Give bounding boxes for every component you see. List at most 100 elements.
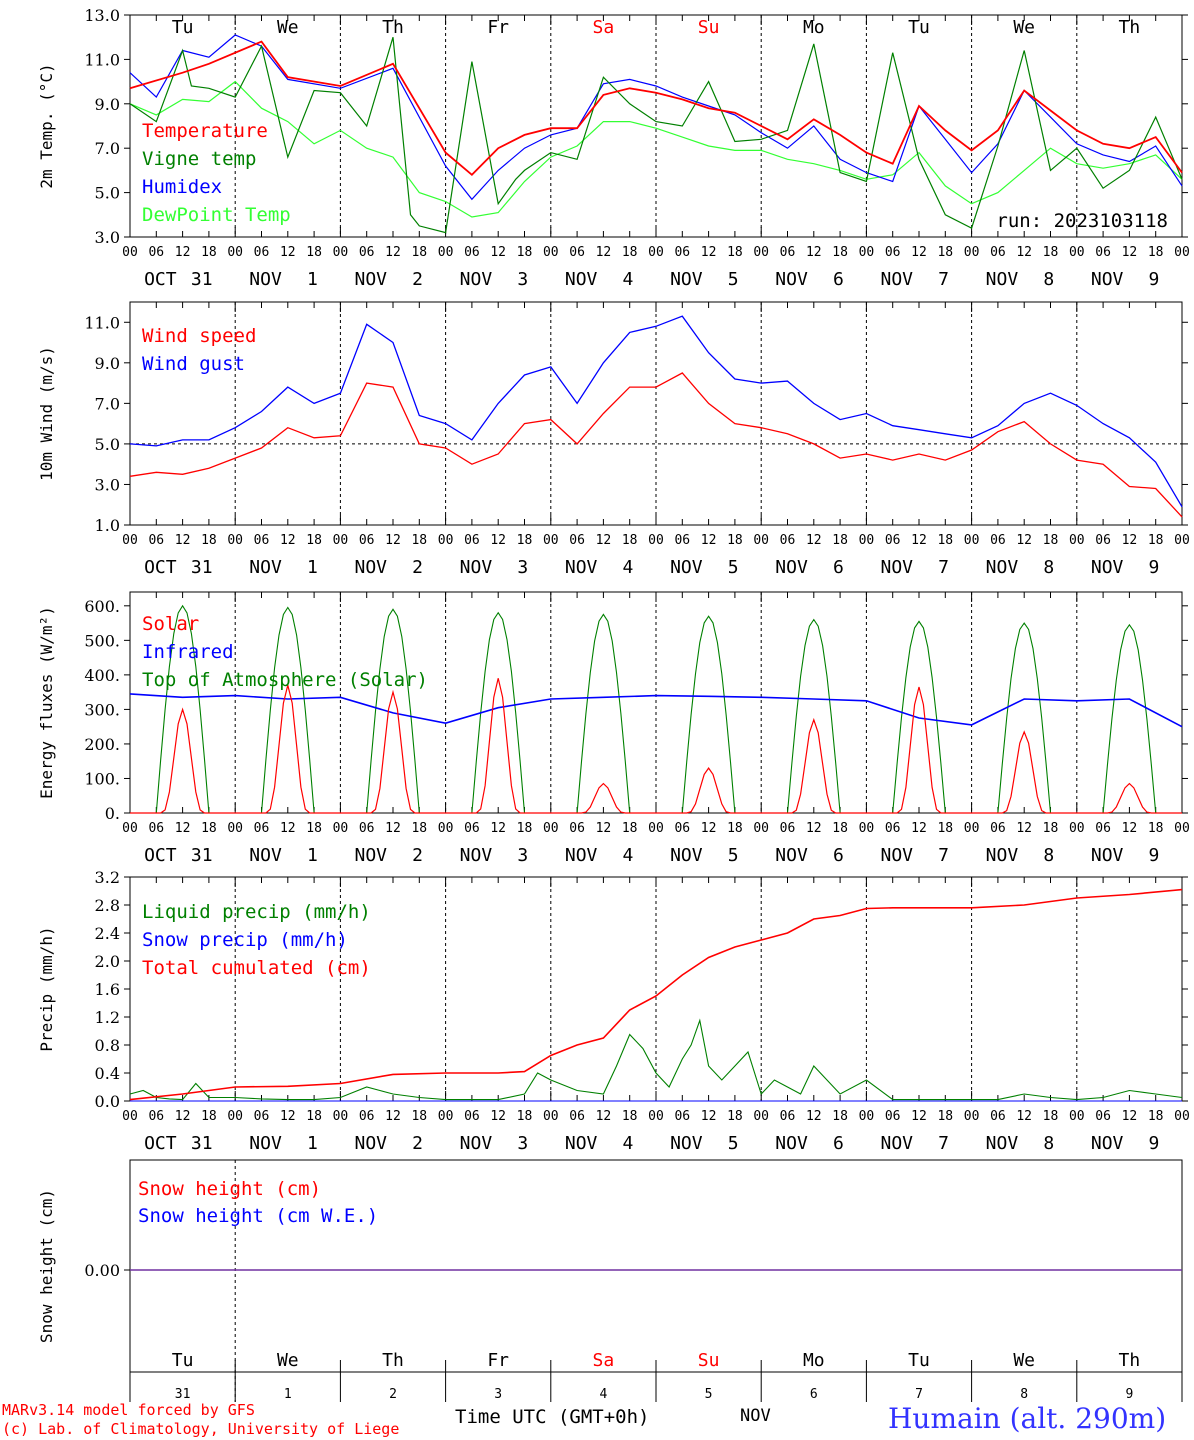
panel-2-hour-label: 18 bbox=[517, 533, 533, 548]
panel-1-date-day: 3 bbox=[517, 269, 528, 290]
precip-series-line bbox=[129, 1018, 1183, 1101]
snow-panel-day-number: 2 bbox=[389, 1387, 397, 1402]
panel-1-date-day: 8 bbox=[1043, 269, 1054, 290]
panel-2-date-month: NOV bbox=[565, 557, 598, 578]
snow-panel-day-number: 31 bbox=[175, 1387, 191, 1402]
panel-2-date-day: 2 bbox=[412, 557, 423, 578]
panel-2-hour-label: 18 bbox=[1043, 533, 1059, 548]
panel-3-date-month: NOV bbox=[1091, 845, 1124, 866]
panel-3-hour-label: 00 bbox=[122, 821, 138, 836]
panel-4-ytick-label: 0.0 bbox=[95, 1092, 120, 1111]
panel-1-hour-label: 06 bbox=[464, 245, 480, 260]
wind-series-line bbox=[129, 372, 1183, 518]
panel-3-hour-label: 18 bbox=[832, 821, 848, 836]
panel-4-hour-label: 00 bbox=[648, 1109, 664, 1124]
panel-2-date-month: NOV bbox=[775, 557, 808, 578]
panel-3-ytick-label: 600. bbox=[84, 597, 120, 616]
panel-2-date-month: OCT bbox=[144, 557, 177, 578]
panel-3-hour-label: 18 bbox=[1148, 821, 1164, 836]
panel-4-ytick-label: 3.2 bbox=[95, 868, 120, 887]
panel-2-date-month: NOV bbox=[880, 557, 913, 578]
panel-3-date-day: 6 bbox=[833, 845, 844, 866]
panel-3-hour-label: 06 bbox=[990, 821, 1006, 836]
panel-1-hour-label: 06 bbox=[885, 245, 901, 260]
panel-1-hour-label: 06 bbox=[780, 245, 796, 260]
panel-3-date-day: 5 bbox=[728, 845, 739, 866]
panel-2-hour-label: 18 bbox=[937, 533, 953, 548]
panel-3-date-month: NOV bbox=[565, 845, 598, 866]
wind-series-line bbox=[129, 315, 1183, 508]
panel-4-hour-label: 06 bbox=[990, 1109, 1006, 1124]
panel-3-hour-label: 12 bbox=[701, 821, 717, 836]
panel-2-hour-label: 18 bbox=[411, 533, 427, 548]
panel-1-hour-label: 00 bbox=[1174, 245, 1190, 260]
temp-panel-day-name: We bbox=[277, 17, 299, 38]
footer-credit: (c) Lab. of Climatology, University of L… bbox=[2, 1420, 400, 1438]
panel-1-ytick-label: 3.0 bbox=[95, 228, 120, 247]
panel-1-ytick-label: 13.0 bbox=[84, 6, 120, 25]
panel-3-ytick-label: 200. bbox=[84, 735, 120, 754]
panel-3-hour-label: 06 bbox=[674, 821, 690, 836]
panel-1-hour-label: 12 bbox=[1016, 245, 1032, 260]
temp-series-line bbox=[129, 40, 1183, 177]
panel-3-hour-label: 06 bbox=[148, 821, 164, 836]
panel-2-hour-label: 06 bbox=[148, 533, 164, 548]
panel-1-hour-label: 18 bbox=[832, 245, 848, 260]
snow-panel-day-number: 5 bbox=[705, 1387, 713, 1402]
panel-2-date-month: NOV bbox=[249, 557, 282, 578]
panel-1-legend-3: Humidex bbox=[142, 176, 222, 198]
panel-1-hour-label: 18 bbox=[411, 245, 427, 260]
panel-3-ylabel: Energy fluxes (W/m²) bbox=[37, 606, 56, 799]
panel-1-legend-2: Vigne temp bbox=[142, 148, 256, 170]
panel-1-hour-label: 00 bbox=[333, 245, 349, 260]
panel-2-hour-label: 12 bbox=[1122, 533, 1138, 548]
panel-3-hour-label: 00 bbox=[227, 821, 243, 836]
panel-4-ytick-label: 2.0 bbox=[95, 952, 120, 971]
panel-3-legend-3: Top of Atmosphere (Solar) bbox=[142, 669, 428, 691]
panel-1-date-day: 5 bbox=[728, 269, 739, 290]
panel-3-hour-label: 12 bbox=[385, 821, 401, 836]
panel-1-date-day: 1 bbox=[307, 269, 318, 290]
panel-4-date-month: NOV bbox=[670, 1133, 703, 1154]
snow-panel-day-name: We bbox=[277, 1350, 299, 1371]
panel-3-date-month: NOV bbox=[775, 845, 808, 866]
panel-2-hour-label: 06 bbox=[359, 533, 375, 548]
panel-3-hour-label: 12 bbox=[1016, 821, 1032, 836]
panel-4-hour-label: 00 bbox=[1069, 1109, 1085, 1124]
panel-1-hour-label: 00 bbox=[1069, 245, 1085, 260]
panel-5-legend-2: Snow height (cm W.E.) bbox=[138, 1205, 378, 1227]
panel-4-date-month: NOV bbox=[880, 1133, 913, 1154]
panel-2-ytick-label: 5.0 bbox=[95, 435, 120, 454]
panel-1-hour-label: 12 bbox=[490, 245, 506, 260]
panel-3-legend-2: Infrared bbox=[142, 641, 234, 663]
temp-panel-day-name: Tu bbox=[908, 17, 930, 38]
panel-1-date-day: 9 bbox=[1149, 269, 1160, 290]
panel-2-date-month: NOV bbox=[670, 557, 703, 578]
temp-panel-day-name: Sa bbox=[593, 17, 615, 38]
panel-1-hour-label: 12 bbox=[806, 245, 822, 260]
panel-1-hour-label: 00 bbox=[122, 245, 138, 260]
panel-3-date-month: NOV bbox=[354, 845, 387, 866]
snow-panel-day-name: We bbox=[1013, 1350, 1035, 1371]
temp-panel-day-name: Su bbox=[698, 17, 720, 38]
panel-1-date-month: NOV bbox=[670, 269, 703, 290]
panel-4-ytick-label: 1.2 bbox=[95, 1008, 120, 1027]
panel-4-date-month: NOV bbox=[354, 1133, 387, 1154]
snow-panel-day-number: 3 bbox=[494, 1387, 502, 1402]
panel-4-date-month: NOV bbox=[775, 1133, 808, 1154]
panel-3-hour-label: 06 bbox=[359, 821, 375, 836]
panel-1-hour-label: 06 bbox=[990, 245, 1006, 260]
panel-2-hour-label: 06 bbox=[464, 533, 480, 548]
panel-5-legend-1: Snow height (cm) bbox=[138, 1178, 321, 1200]
panel-3-hour-label: 18 bbox=[727, 821, 743, 836]
panel-3-date-day: 9 bbox=[1149, 845, 1160, 866]
panel-1-hour-label: 00 bbox=[543, 245, 559, 260]
panel-1-hour-label: 12 bbox=[911, 245, 927, 260]
panel-3-date-day: 2 bbox=[412, 845, 423, 866]
panel-1-hour-label: 12 bbox=[175, 245, 191, 260]
panel-4-hour-label: 06 bbox=[674, 1109, 690, 1124]
panel-2-hour-label: 18 bbox=[727, 533, 743, 548]
footer-time-axis: Time UTC (GMT+0h) bbox=[455, 1406, 650, 1428]
panel-2-hour-label: 06 bbox=[885, 533, 901, 548]
